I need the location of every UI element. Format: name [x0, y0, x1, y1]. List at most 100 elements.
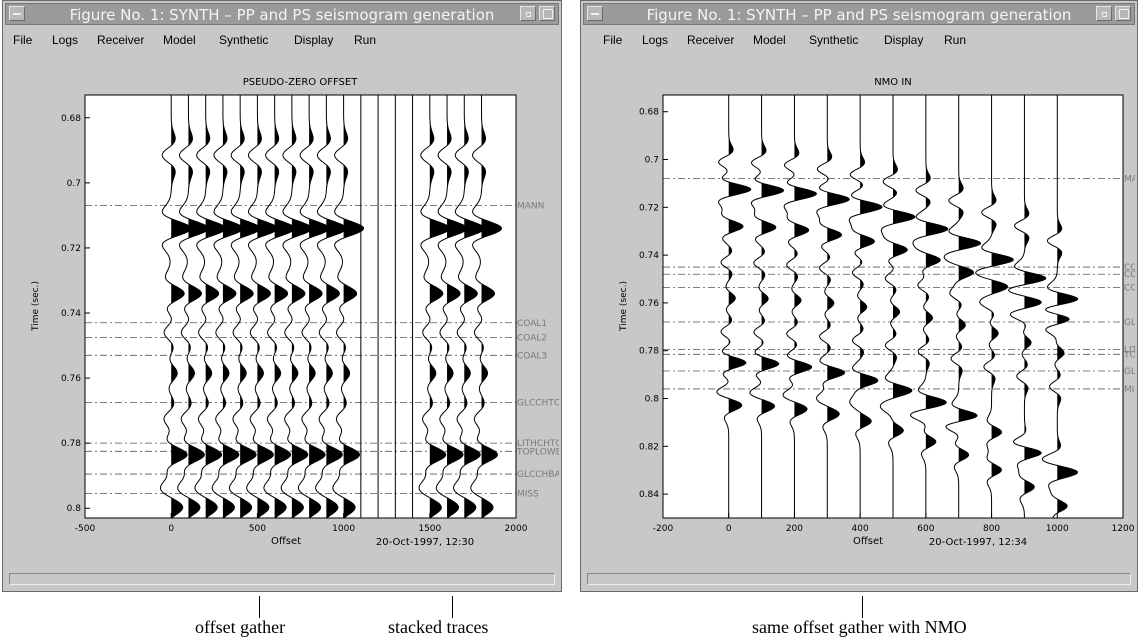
y-tick-label: 0.72 [61, 244, 81, 254]
trace-fill [188, 95, 209, 518]
window-menu-button[interactable] [587, 6, 603, 21]
x-tick-label: 400 [852, 524, 869, 534]
plot-title: NMO IN [874, 77, 912, 88]
horizon-label: COAL1 [517, 319, 547, 329]
x-tick-label: 200 [786, 524, 803, 534]
y-tick-label: 0.7 [645, 156, 659, 166]
y-tick-label: 0.84 [639, 490, 659, 500]
menu-run[interactable]: Run [354, 33, 377, 47]
y-tick-label: 0.8 [67, 504, 82, 514]
y-axis-label: Time (sec.) [619, 281, 629, 332]
horizon-label: MISS [517, 490, 539, 500]
trace-line [975, 95, 1014, 518]
seismic-traces [159, 95, 502, 519]
x-tick-label: 2000 [505, 524, 528, 534]
x-tick-label: 800 [983, 524, 1000, 534]
horizon-label: GLCCHBAS [1124, 367, 1135, 377]
menu-bar: File Logs Receiver Model Synthetic Displ… [583, 26, 1135, 52]
menu-run[interactable]: Run [944, 33, 967, 47]
x-axis-label: Offset [853, 536, 883, 547]
y-tick-label: 0.74 [61, 309, 81, 319]
menu-receiver[interactable]: Receiver [97, 33, 145, 47]
y-tick-label: 0.74 [639, 251, 659, 261]
y-tick-label: 0.76 [61, 374, 81, 384]
horizon-label: MANN [1124, 175, 1135, 185]
horizon-label: GLCCHTOF [517, 398, 559, 408]
horizon-label: MANN [517, 202, 544, 212]
menu-model[interactable]: Model [753, 33, 786, 47]
plot-frame [84, 94, 517, 519]
caption-pointer [259, 596, 260, 618]
x-tick-label: 500 [249, 524, 266, 534]
trace-line [470, 95, 502, 519]
menu-model[interactable]: Model [163, 33, 196, 47]
trace-fill [481, 95, 502, 518]
menu-logs[interactable]: Logs [642, 33, 669, 47]
horizon-label: COAL1 [1124, 263, 1135, 273]
x-tick-label: 1000 [332, 524, 355, 534]
seismic-traces [716, 95, 1079, 519]
menu-bar: File Logs Receiver Model Synthetic Displ… [5, 26, 559, 52]
status-bar [587, 573, 1131, 585]
title-bar[interactable]: Figure No. 1: SYNTH – PP and PS seismogr… [583, 3, 1135, 25]
x-axis-label: Offset [271, 536, 301, 547]
caption-nmo: same offset gather with NMO [752, 617, 967, 637]
trace-line [435, 95, 468, 519]
plot-axes: -200 0 200 400 600 800 1000 1200 0.68 0.7 0.72 0.74… [639, 108, 1135, 534]
menu-receiver[interactable]: Receiver [687, 33, 735, 47]
x-tick-label: 600 [917, 524, 934, 534]
x-tick-label: 1500 [418, 524, 441, 534]
trace-line [909, 95, 949, 518]
minimize-button[interactable] [520, 6, 536, 21]
trace-line [246, 95, 278, 519]
trace-line [315, 95, 347, 519]
trace-line [280, 95, 313, 519]
maximize-button[interactable] [1115, 6, 1131, 21]
horizon-label: COAL2 [517, 333, 547, 343]
figure-window-nmo-in: Figure No. 1: SYNTH – PP and PS seismogr… [580, 0, 1138, 592]
y-tick-label: 0.7 [67, 179, 81, 189]
trace-line [1041, 95, 1079, 519]
title-bar[interactable]: Figure No. 1: SYNTH – PP and PS seismogr… [5, 3, 559, 25]
trace-line [943, 95, 982, 518]
trace-line [816, 95, 850, 518]
trace-line [159, 95, 192, 519]
trace-fill [291, 95, 312, 518]
horizon-label: LITHCHTOF [517, 439, 559, 449]
x-tick-label: 1000 [1046, 524, 1069, 534]
menu-file[interactable]: File [13, 33, 33, 47]
menu-logs[interactable]: Logs [52, 33, 79, 47]
trace-fill [326, 95, 347, 518]
trace-line [194, 95, 227, 519]
y-axis-label: Time (sec.) [31, 281, 41, 332]
trace-fill [794, 95, 817, 518]
caption-offset-gather: offset gather [195, 617, 286, 637]
menu-synthetic[interactable]: Synthetic [809, 33, 859, 47]
timestamp: 20-Oct-1997, 12:34 [929, 537, 1027, 548]
menu-display[interactable]: Display [294, 33, 334, 47]
seismogram-plot-pseudo-zero-offset: MANN COAL1 COAL2 COAL3 GLCCHTOF LITHCHTOFTOPL… [3, 61, 559, 556]
horizon-label: GLCCHBAS [517, 470, 559, 480]
plot-axes: -500 0 500 1000 1500 2000 0.68 0.7 0.72 0.74 0.76 0… [61, 114, 528, 534]
menu-file[interactable]: File [603, 33, 623, 47]
menu-display[interactable]: Display [884, 33, 924, 47]
maximize-button[interactable] [539, 6, 555, 21]
x-tick-label: 1200 [1112, 524, 1135, 534]
horizon-label: TOPLOWER [1123, 350, 1135, 360]
y-tick-label: 0.68 [639, 108, 659, 118]
menu-synthetic[interactable]: Synthetic [219, 33, 269, 47]
trace-fill [343, 95, 364, 518]
trace-line [453, 95, 485, 519]
trace-fill [309, 95, 330, 518]
status-bar [9, 573, 555, 585]
window-menu-button[interactable] [9, 6, 25, 21]
trace-fill [1057, 95, 1078, 518]
trace-line [297, 95, 330, 519]
trace-line [716, 95, 752, 518]
y-tick-label: 0.78 [639, 347, 659, 357]
trace-line [332, 95, 365, 519]
horizon-label: COAL3 [517, 351, 547, 361]
trace-fill [429, 95, 450, 518]
minimize-button[interactable] [1096, 6, 1112, 21]
